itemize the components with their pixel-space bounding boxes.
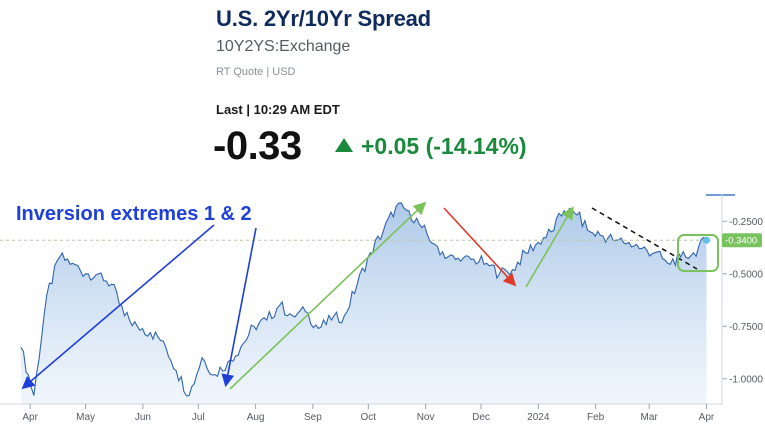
x-tick-label: Apr — [22, 412, 38, 423]
recent-highlight-box — [677, 234, 719, 272]
change-indicator: +0.05 (-14.14%) — [335, 133, 527, 160]
spread-chart[interactable]: Apr May Jun Jul Aug Sep Oct Nov Dec 2024 Feb Mar Apr… — [0, 190, 765, 434]
x-tick-label: Mar — [641, 412, 659, 423]
symbol-label: 10Y2YS:Exchange — [216, 38, 351, 55]
x-tick-label: Sep — [304, 412, 322, 423]
current-value-tag-label: -0.3400 — [725, 236, 757, 247]
x-tick-label: Apr — [699, 412, 715, 423]
x-tick-label: 2024 — [527, 412, 550, 423]
inversion-arrow-1 — [21, 224, 215, 390]
current-value-tag: -0.3400 — [722, 233, 762, 248]
x-tick-label: May — [76, 412, 95, 423]
y-tick-label: -0.2500 — [729, 217, 763, 228]
last-update-label: Last | 10:29 AM EDT — [216, 102, 340, 117]
x-tick-label: Oct — [361, 412, 377, 423]
inversion-annotation: Inversion extremes 1 & 2 — [16, 203, 252, 225]
x-tick-label: Aug — [247, 412, 265, 423]
page-title: U.S. 2Yr/10Yr Spread — [216, 6, 431, 31]
up-arrow-icon — [335, 138, 353, 152]
change-value: +0.05 (-14.14%) — [361, 133, 527, 159]
inversion-arrow-2 — [221, 227, 257, 388]
series-line — [20, 202, 707, 397]
current-value-dot[interactable] — [702, 236, 710, 244]
price-value: -0.33 — [213, 124, 302, 168]
downtrend-arrow — [443, 207, 517, 287]
uptrend-arrow-2 — [525, 206, 574, 288]
y-tick-label: -0.7500 — [729, 322, 763, 333]
resistance-dashed-line — [591, 207, 698, 270]
uptrend-arrow-1 — [229, 201, 427, 390]
x-tick-label: Nov — [417, 412, 435, 423]
y-tick-label: -0.5000 — [729, 269, 763, 280]
x-tick-label: Dec — [472, 412, 490, 423]
x-tick-label: Jun — [135, 412, 151, 423]
y-tick-label: -1.0000 — [729, 374, 763, 385]
x-tick-label: Feb — [587, 412, 605, 423]
series-area — [20, 202, 707, 404]
quote-meta: RT Quote | USD — [216, 66, 296, 78]
x-tick-label: Jul — [192, 412, 205, 423]
